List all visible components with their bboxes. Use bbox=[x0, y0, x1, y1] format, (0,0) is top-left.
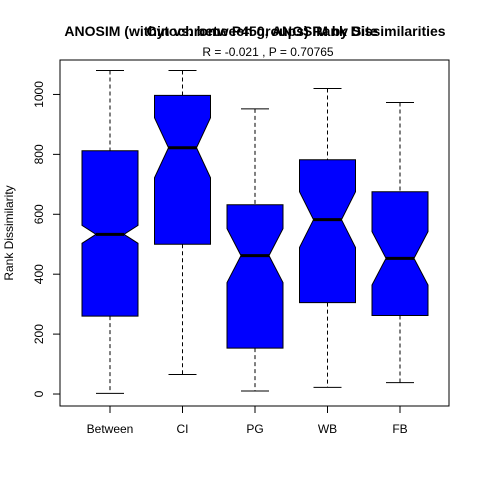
y-axis-label: Rank Dissimilarity bbox=[2, 185, 16, 280]
x-tick-label: Between bbox=[87, 422, 134, 436]
x-tick-label: CI bbox=[177, 422, 189, 436]
box-fb bbox=[371, 191, 429, 317]
y-tick-label: 200 bbox=[32, 324, 46, 344]
x-tick-label: PG bbox=[246, 422, 263, 436]
x-tick-label: WB bbox=[318, 422, 337, 436]
box-pg bbox=[226, 204, 284, 349]
y-tick-label: 1000 bbox=[32, 81, 46, 108]
box-ci bbox=[154, 94, 211, 245]
plot-marks: 0 200 400 600 800 1000 Between CI PG WB FB bbox=[32, 69, 429, 436]
y-tick-label: 400 bbox=[32, 264, 46, 284]
chart-title: ANOSIM (within vs. between groups) Rank … bbox=[64, 23, 445, 39]
chart-title-overlay: Cytochrome P450, ANOSIM by Site bbox=[146, 23, 378, 39]
chart-subtitle: R = -0.021 , P = 0.70765 bbox=[202, 45, 334, 59]
box-wb bbox=[299, 159, 356, 304]
y-tick-label: 800 bbox=[32, 144, 46, 164]
y-tick-label: 600 bbox=[32, 204, 46, 224]
y-tick-label: 0 bbox=[32, 390, 46, 397]
x-tick-label: FB bbox=[392, 422, 407, 436]
